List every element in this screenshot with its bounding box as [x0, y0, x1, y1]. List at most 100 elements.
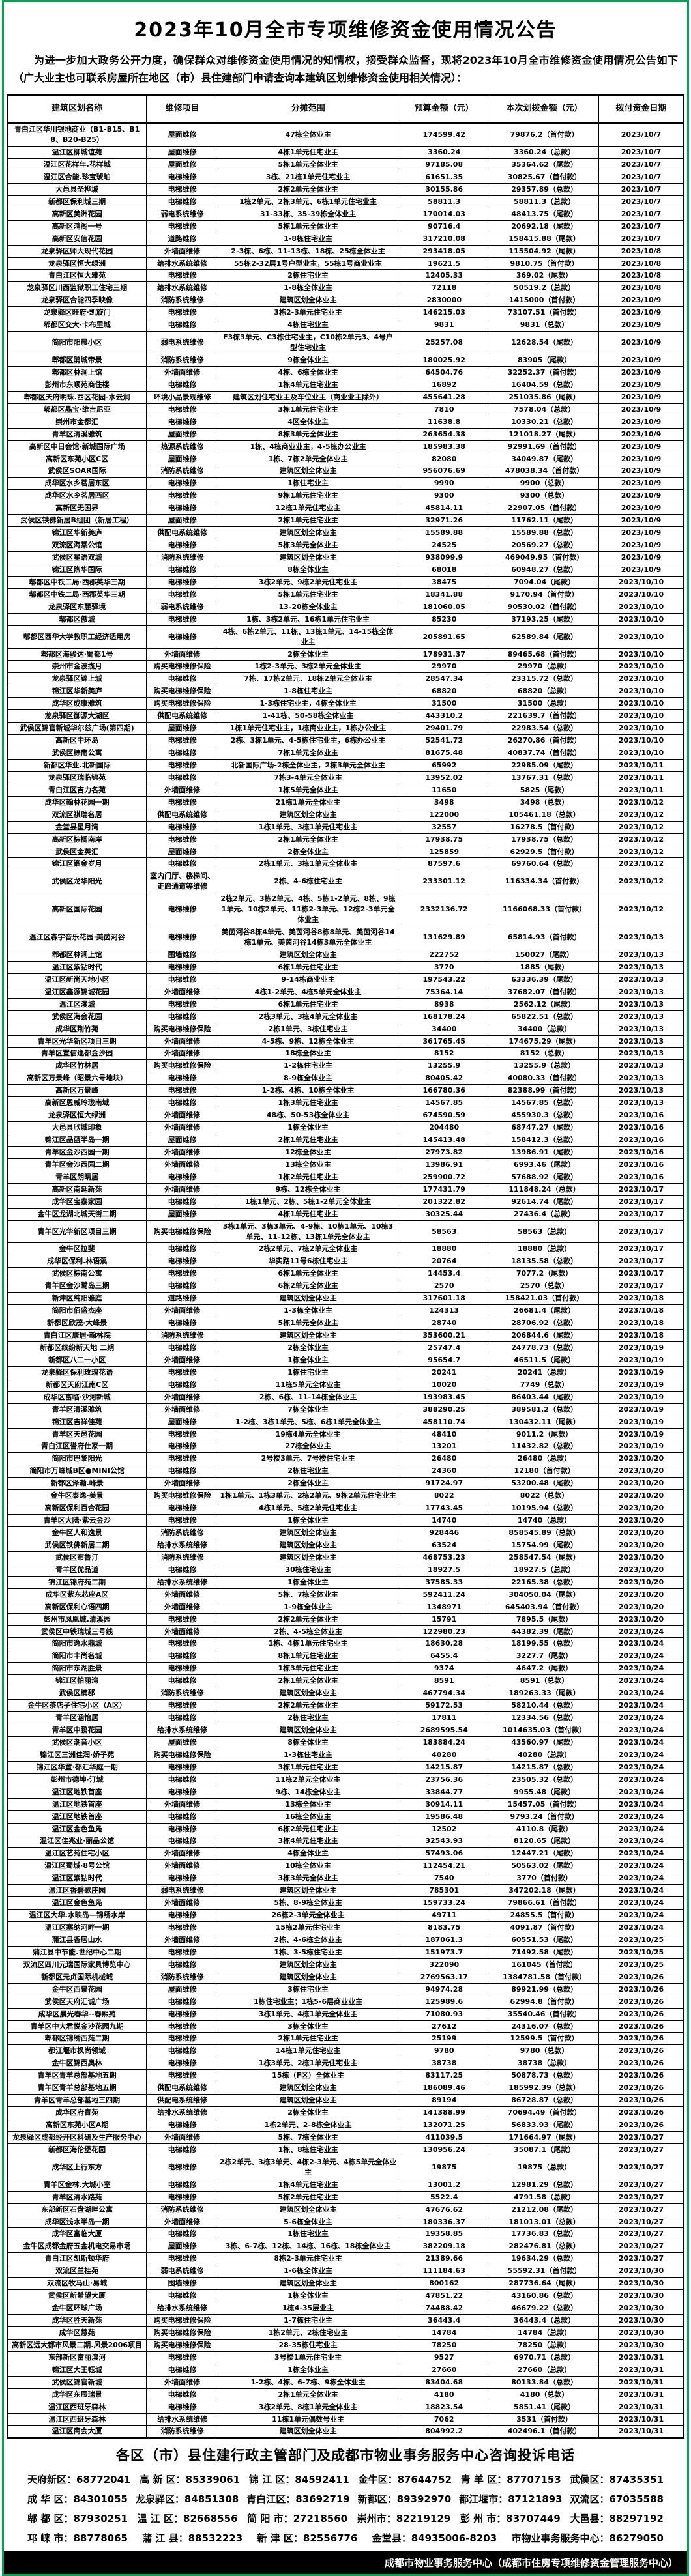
- table-row: 温江区漫城 电梯维修 6栋1单元住宅业主 8938 2562.12（尾款） 2023/10…: [7, 997, 684, 1011]
- table-cell: 31500: [398, 697, 491, 711]
- table-cell: 30825.67（首付款）: [490, 170, 600, 184]
- table-cell: 12502: [398, 1822, 491, 1836]
- table-cell: 2栋1单元全体业主: [217, 1674, 399, 1688]
- table-cell: 168178.24: [398, 1010, 491, 1023]
- table-cell: 174599.42: [398, 122, 491, 147]
- table-cell: 外墙面维修: [146, 2375, 218, 2389]
- table-cell: 18341.88: [398, 588, 491, 601]
- table-cell: 锦江区三洲佳润·娇子苑: [7, 1748, 147, 1762]
- table-cell: 4-5栋、9栋、12栋全体业主: [217, 1035, 399, 1048]
- table-cell: 13986.91（尾款）: [490, 1145, 600, 1159]
- table-row: 温江区金色鱼凫 外墙面维修 5栋、8-9栋全体业主 159733.24 79866.61…: [7, 1896, 684, 1910]
- table-row: 武侯区金英汇 屋面维修 2栋全体业主 125859 62929.5（首付款） 2023/1…: [7, 845, 684, 859]
- table-cell: 2023/10/24: [598, 1810, 684, 1824]
- table-cell: 12981.29（总款）: [490, 2178, 600, 2192]
- table-cell: 建筑区划全体业主: [217, 1329, 399, 1342]
- table-cell: 2023/10/31: [598, 2400, 684, 2414]
- table-cell: 2023/10/24: [598, 1884, 684, 1898]
- table-cell: 电梯维修: [146, 1760, 218, 1774]
- table-cell: 电梯维修: [146, 1452, 218, 1466]
- table-row: 青白江区吉力名苑 外墙面维修 1栋5单元全体业主 11650 5825（尾款） 2023/…: [7, 783, 684, 797]
- table-cell: 2023/10/30: [598, 2277, 684, 2291]
- table-cell: 2023/10/20: [598, 1600, 684, 1614]
- table-cell: 电梯维修: [146, 563, 218, 577]
- table-row: 武侯区布鲁汀 消防系统维修 建筑区划全体业主 468753.23 258547.54（尾…: [7, 1551, 684, 1564]
- table-row: 双流区牧马山·易城 围墙维修 建筑区划全体业主 800162 287736.64（尾款）…: [7, 2277, 684, 2291]
- table-cell: 40080.33（首付款）: [490, 1072, 600, 1085]
- table-cell: 8120.65（尾款）: [490, 1835, 600, 1848]
- table-cell: 2570: [398, 1280, 491, 1293]
- table-row: 高新区鸿阁一号 电梯维修 5栋1单元全体业主 90716.4 20692.18（尾款） 2…: [7, 220, 684, 233]
- table-cell: 14215.87: [398, 1760, 491, 1774]
- contact-item: 锦 江 区：84592411: [248, 2474, 349, 2486]
- table-cell: 屋面维修: [146, 122, 218, 147]
- table-cell: 4栋1-2单元、4栋5单元全体业主: [217, 985, 399, 999]
- table-cell: 5栋2单元住宅业主: [217, 2190, 399, 2204]
- table-cell: 建筑区划全体业主: [217, 465, 399, 478]
- table-row: 新都区保利城三期 电梯维修 1栋2单元、2栋3单元、6栋1单元住宅业主 58811.3…: [7, 195, 684, 208]
- table-cell: 125859: [398, 845, 491, 859]
- table-cell: 28-35栋住宅业主: [217, 2338, 399, 2352]
- table-cell: 外墙面维修: [146, 1797, 218, 1811]
- table-cell: 9955.48（尾款）: [490, 1785, 600, 1799]
- table-cell: 龙泉驿区御源大湖区: [7, 709, 147, 723]
- table-row: 简阳市逸水鼎城 电梯维修 1栋、4栋1单元住宅业主 18630.28 18199.55（…: [7, 1637, 684, 1651]
- table-cell: 60948.27（总款）: [490, 563, 600, 577]
- table-row: 简阳市佰盛杰座 外墙面维修 1-3栋全体业主 124313 26681.4（尾款） 202…: [7, 1304, 684, 1318]
- contact-item: 都江堰市：87121893: [459, 2493, 563, 2506]
- table-cell: 屋面维修: [146, 1736, 218, 1749]
- table-row: 武侯区锦官新城 外墙面维修 1-2栋、4栋、6-7栋、9栋全体业主 83404.68 8…: [7, 2375, 684, 2389]
- table-cell: 金牛区拉斐: [7, 1242, 147, 1256]
- table-cell: 37682.07（首付款）: [490, 985, 600, 999]
- table-cell: 49711: [398, 1909, 491, 1923]
- table-row: 成华区翰林花园一期 电梯维修 21栋1单元全体业主 3498 3498（总款） 2023/…: [7, 795, 684, 809]
- table-row: 温江区新尚天地小区 电梯维修 9-14栋商业业主 197543.22 63336.39（…: [7, 973, 684, 986]
- table-row: 温江区花样年.花样城 屋面维修 5栋1单元全体业主 97185.08 35364.62（…: [7, 158, 684, 171]
- table-cell: 龙泉驿区合能四季映像: [7, 294, 147, 308]
- table-cell: 新都区保利城三期: [7, 195, 147, 208]
- table-cell: 2023/10/17: [598, 1182, 684, 1196]
- table-cell: 消防系统维修: [146, 1687, 218, 1700]
- table-cell: 武侯区铁佛新居二期: [7, 1538, 147, 1552]
- table-cell: 温江区漫城: [7, 997, 147, 1011]
- table-cell: 外墙面维修: [146, 1588, 218, 1601]
- table-cell: 青羊区清水路苑: [7, 2190, 147, 2204]
- table-cell: 高新区鸿阁一号: [7, 220, 147, 233]
- table-cell: 10栋全体业主: [217, 1859, 399, 1873]
- table-cell: 2023/10/20: [598, 1465, 684, 1478]
- table-cell: 2023/10/20: [598, 1551, 684, 1564]
- table-cell: 成华区水乡茗居西区: [7, 489, 147, 503]
- table-cell: 31500（总款）: [490, 697, 600, 711]
- table-row: 高新区安信花园 道路维修 1-8栋住宅业主 317210.08 158415.88（尾款…: [7, 232, 684, 246]
- table-cell: 15栋（F区）全体业主: [217, 2069, 399, 2083]
- table-cell: 青羊区中大君悦金沙花园九期: [7, 2020, 147, 2033]
- table-cell: 48413.75（尾款）: [490, 207, 600, 221]
- table-row: 高新区东苑小区C区 屋面维修 1栋、7栋2单元全体业主 82080 34049.87（尾…: [7, 452, 684, 466]
- table-cell: 80133.84（总款）: [490, 2375, 600, 2389]
- table-row: 武侯区中铁瑞城三号线 外墙面维修 2栋、4-5栋全体业主 122980.23 44382…: [7, 1625, 684, 1639]
- table-cell: 19875（总款）: [490, 2155, 600, 2179]
- table-cell: 22907.05（首付款）: [490, 502, 600, 515]
- table-cell: 都江堰市枫尚领域: [7, 2044, 147, 2058]
- intro-paragraph: 为进一步加大政务公开力度，确保群众对维修资金使用情况的知情权，接受群众监督，现将…: [13, 54, 678, 85]
- table-cell: 3360.24: [398, 146, 491, 160]
- table-cell: 24855.5（首付款）: [490, 1909, 600, 1923]
- table-row: 锦江区华新美庐 供配电系统维修 建筑区划全体业主 15589.88 15589.88（总…: [7, 526, 684, 540]
- column-header: 拨付资金日期: [598, 94, 684, 124]
- table-row: 郫都区傲城 电梯维修 1栋、3栋2单元、16栋1单元住宅业主 85230 37193.2…: [7, 612, 684, 626]
- table-cell: 18135.58（总款）: [490, 1255, 600, 1268]
- table-cell: 2023/10/19: [598, 1440, 684, 1453]
- table-cell: 19栋4单元全体业主: [217, 1427, 399, 1441]
- table-cell: 购买电梯维修保险: [146, 2338, 218, 2352]
- table-cell: 高新区国际花园: [7, 893, 147, 927]
- table-cell: 2023/10/27: [598, 2190, 684, 2204]
- table-cell: 2689595.54: [398, 1724, 491, 1737]
- table-cell: 2栋、4-5栋全体业主: [217, 1625, 399, 1639]
- table-cell: 6栋2单元住宅业主: [217, 1822, 399, 1836]
- table-row: 高新区恩威玲珑南域 电梯维修 1栋3单元住宅业主 14567.85 14567.85（总…: [7, 1096, 684, 1110]
- table-cell: 197543.22: [398, 973, 491, 986]
- table-cell: 2023/10/30: [598, 2265, 684, 2278]
- table-cell: 2023/10/18: [598, 1292, 684, 1306]
- table-cell: 178931.37: [398, 648, 491, 661]
- table-cell: 2023/10/10: [598, 685, 684, 698]
